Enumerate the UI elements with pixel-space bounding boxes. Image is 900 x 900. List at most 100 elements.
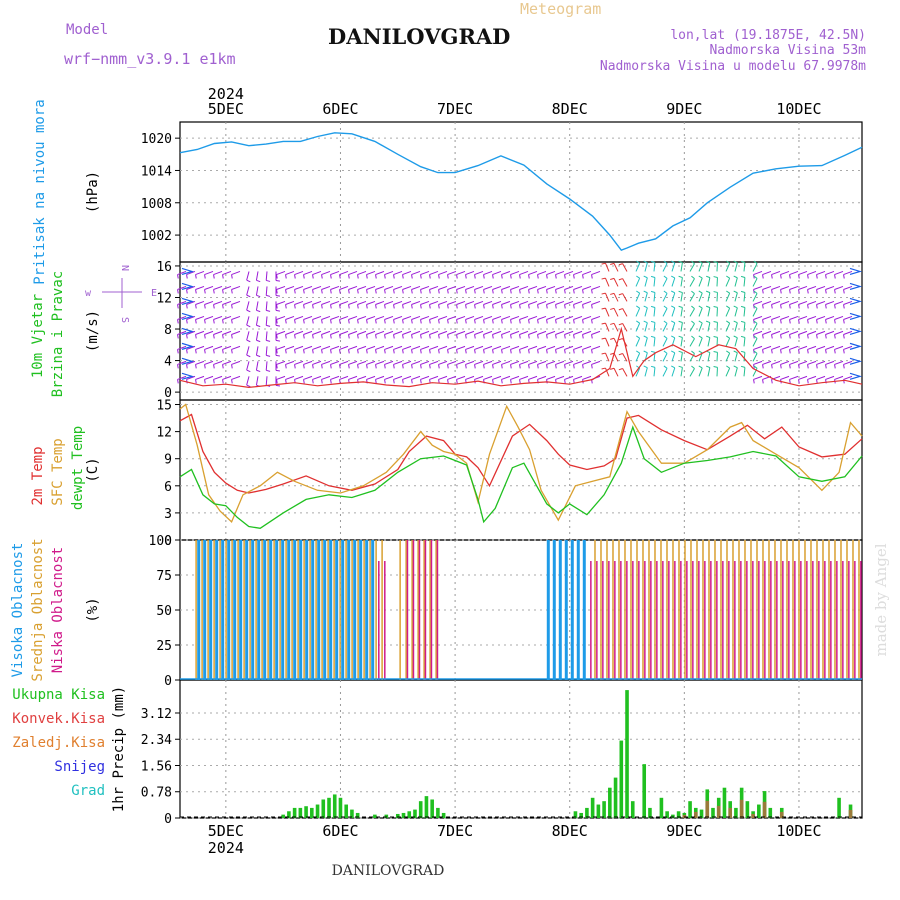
cloud-mid-bar xyxy=(828,540,830,680)
wind-barb xyxy=(357,330,367,335)
wind-barb xyxy=(582,345,592,350)
wind-barb xyxy=(246,316,250,326)
wind-barb xyxy=(591,300,601,305)
wind-barb xyxy=(255,331,259,341)
wind-barb xyxy=(265,361,268,371)
precip-legend-item: Snijeg xyxy=(54,759,105,775)
y-tick-label: 2.34 xyxy=(141,733,172,748)
wind-barb-flag xyxy=(618,278,623,281)
wind-barb-flag xyxy=(456,349,458,354)
wind-barb-flag xyxy=(519,289,521,294)
y-tick-label: 1.56 xyxy=(141,759,172,774)
wind-barb xyxy=(204,360,214,365)
cloud-high-bar xyxy=(353,540,357,680)
top-date-label: 9DEC xyxy=(666,100,702,118)
cloud-high-bar xyxy=(197,540,201,680)
wind-barb xyxy=(255,271,259,281)
wind-barb xyxy=(653,307,656,317)
wind-barb-flag xyxy=(339,304,341,309)
wind-barb-flag xyxy=(643,365,648,369)
wind-barb xyxy=(843,315,853,320)
wind-barb-flag xyxy=(501,289,503,294)
wind-barb-flag xyxy=(285,349,287,354)
wind-barb-flag xyxy=(303,304,305,309)
wind-barb-flag xyxy=(807,334,809,339)
wind-barb xyxy=(276,315,286,320)
wind-barb-flag xyxy=(501,334,503,339)
cloud-high-bar xyxy=(347,540,351,680)
wind-barb xyxy=(204,375,214,380)
wind-barb xyxy=(644,337,648,347)
wind-barb-flag xyxy=(510,289,512,294)
wind-barb xyxy=(393,300,403,305)
wind-barb-flag xyxy=(643,320,648,324)
wind-barb-flag xyxy=(275,279,281,282)
wind-arrow xyxy=(181,357,195,365)
wind-arrow xyxy=(181,342,195,350)
wind-barb xyxy=(752,338,758,347)
wind-barb xyxy=(662,368,668,377)
wind-barb-flag xyxy=(650,350,656,353)
bottom-date-label: 7DEC xyxy=(437,822,473,840)
wind-barb xyxy=(671,307,676,317)
wind-barb-flag xyxy=(713,261,718,263)
wind-barb xyxy=(255,316,259,326)
wind-barb xyxy=(312,330,322,335)
wind-barb-flag xyxy=(384,304,386,309)
cloud-mid-bar xyxy=(381,540,383,680)
wind-barb xyxy=(375,375,385,380)
wind-barb-flag xyxy=(663,260,668,264)
cloud-high-bar xyxy=(582,540,586,680)
wind-barb-flag xyxy=(519,319,521,324)
wind-barb xyxy=(698,322,703,332)
wind-barb-flag xyxy=(510,319,512,324)
wind-barb xyxy=(537,375,547,380)
wind-barb-flag xyxy=(807,364,809,369)
wind-barb xyxy=(622,263,628,272)
wind-barb-flag xyxy=(825,289,827,294)
precip-conv-bar xyxy=(848,809,853,818)
wind-barb xyxy=(613,368,619,377)
cloud-mid-bar xyxy=(750,540,752,680)
wind-barb xyxy=(762,345,772,350)
wind-barb-flag xyxy=(678,305,683,308)
wind-barb xyxy=(429,360,439,365)
bottom-date-label: 10DEC xyxy=(776,822,821,840)
wind-barb xyxy=(555,270,565,276)
cloud-low-bar xyxy=(782,561,784,680)
wind-barb xyxy=(357,300,367,305)
wind-barb xyxy=(537,315,547,320)
cloud-low-bar xyxy=(596,561,598,680)
wind-barb xyxy=(501,360,511,365)
wind-barb xyxy=(456,375,466,380)
wind-barb xyxy=(204,315,214,320)
wind-barb xyxy=(546,270,556,276)
wind-barb xyxy=(725,337,731,347)
cloud-low-bar xyxy=(770,561,772,680)
cloud-mid-bar xyxy=(780,540,782,680)
wind-barb-flag xyxy=(713,350,718,353)
wind-barb xyxy=(689,353,695,362)
wind-barb-flag xyxy=(294,304,296,309)
wind-barb xyxy=(492,285,502,290)
wind-barb xyxy=(644,322,648,332)
wind-barb-flag xyxy=(671,290,676,294)
wind-barb-flag xyxy=(825,274,827,279)
cloud-low-bar xyxy=(728,561,730,680)
wind-barb xyxy=(725,322,731,332)
cloud-side-label: Visoka Oblacnost xyxy=(10,543,26,678)
wind-barb-flag xyxy=(610,307,615,310)
wind-barb xyxy=(231,360,241,365)
y-tick-label: 6 xyxy=(164,480,172,495)
wind-barb-flag xyxy=(564,319,566,324)
wind-barb xyxy=(285,315,295,320)
wind-barb-flag xyxy=(816,289,818,294)
wind-barb-flag xyxy=(204,379,206,384)
wind-barb xyxy=(653,262,656,272)
wind-barb xyxy=(519,300,529,305)
wind-barb-flag xyxy=(339,274,341,279)
wind-barb-flag xyxy=(321,334,323,339)
wind-barb-flag xyxy=(650,290,656,293)
wind-barb xyxy=(265,286,268,296)
wind-barb-flag xyxy=(537,274,539,279)
